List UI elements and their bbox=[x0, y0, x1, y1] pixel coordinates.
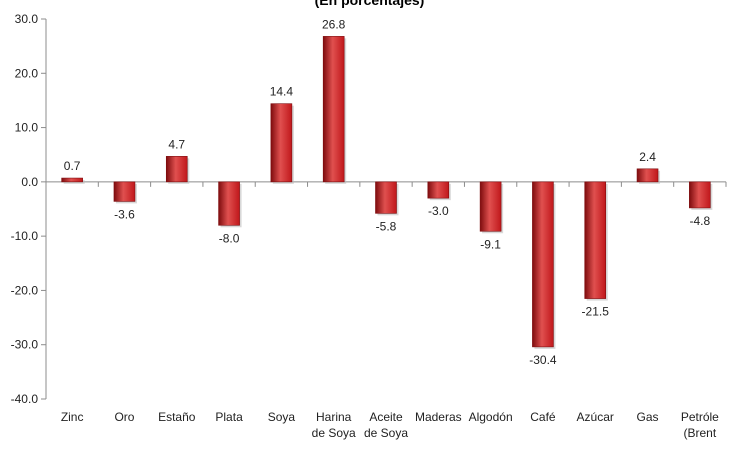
y-tick-label: 30.0 bbox=[15, 12, 39, 26]
data-label: -5.8 bbox=[376, 219, 397, 233]
data-label: -3.0 bbox=[428, 204, 449, 218]
bar bbox=[532, 181, 554, 348]
y-tick-label: -40.0 bbox=[11, 392, 39, 406]
data-label: 0.7 bbox=[64, 159, 81, 173]
data-label: 26.8 bbox=[322, 17, 346, 31]
y-tick-label: -30.0 bbox=[11, 338, 39, 352]
category-label: Estaño bbox=[158, 410, 196, 424]
bars bbox=[61, 36, 713, 349]
category-label: de Soya bbox=[312, 426, 356, 440]
category-label: Zinc bbox=[61, 410, 84, 424]
category-label: Oro bbox=[114, 410, 134, 424]
category-label: Petróle bbox=[681, 410, 719, 424]
bar bbox=[479, 181, 502, 232]
category-label: Aceite bbox=[369, 410, 403, 424]
y-tick-label: -10.0 bbox=[11, 229, 39, 243]
bar bbox=[636, 168, 659, 183]
data-label: -4.8 bbox=[690, 214, 711, 228]
bar bbox=[375, 181, 397, 214]
bar bbox=[584, 181, 607, 299]
category-label: Plata bbox=[215, 410, 243, 424]
chart-subtitle: (En porcentajes) bbox=[314, 0, 425, 8]
y-tick-label: -20.0 bbox=[11, 283, 39, 297]
data-label: -9.1 bbox=[480, 237, 501, 251]
data-label: 14.4 bbox=[270, 85, 294, 99]
bar bbox=[427, 181, 450, 199]
bar bbox=[689, 181, 711, 209]
category-label: Harina bbox=[316, 410, 352, 424]
bar bbox=[322, 36, 345, 183]
y-tick-label: 0.0 bbox=[21, 175, 38, 189]
category-label: (Brent bbox=[684, 426, 717, 440]
data-label: -3.6 bbox=[114, 207, 135, 221]
bar bbox=[218, 181, 240, 226]
bar bbox=[165, 156, 188, 183]
category-label: de Soya bbox=[364, 426, 408, 440]
labels: 0.7 Zinc -3.6 Oro 4.7 Estaño -8.0 Plata 14.4 Soya… bbox=[61, 17, 719, 440]
data-label: -21.5 bbox=[582, 305, 610, 319]
data-label: 4.7 bbox=[168, 137, 185, 151]
data-label: -30.4 bbox=[529, 353, 557, 367]
category-label: Maderas bbox=[415, 410, 462, 424]
y-tick-label: 20.0 bbox=[15, 66, 39, 80]
bar bbox=[270, 103, 293, 183]
category-label: Soya bbox=[268, 410, 296, 424]
bar bbox=[113, 181, 136, 202]
data-label: -8.0 bbox=[219, 231, 240, 245]
category-label: Algodón bbox=[469, 410, 513, 424]
bar bbox=[61, 177, 83, 183]
data-label: 2.4 bbox=[639, 150, 656, 164]
y-tick-label: 10.0 bbox=[15, 121, 39, 135]
category-label: Gas bbox=[637, 410, 659, 424]
category-label: Azúcar bbox=[577, 410, 614, 424]
category-label: Café bbox=[530, 410, 556, 424]
